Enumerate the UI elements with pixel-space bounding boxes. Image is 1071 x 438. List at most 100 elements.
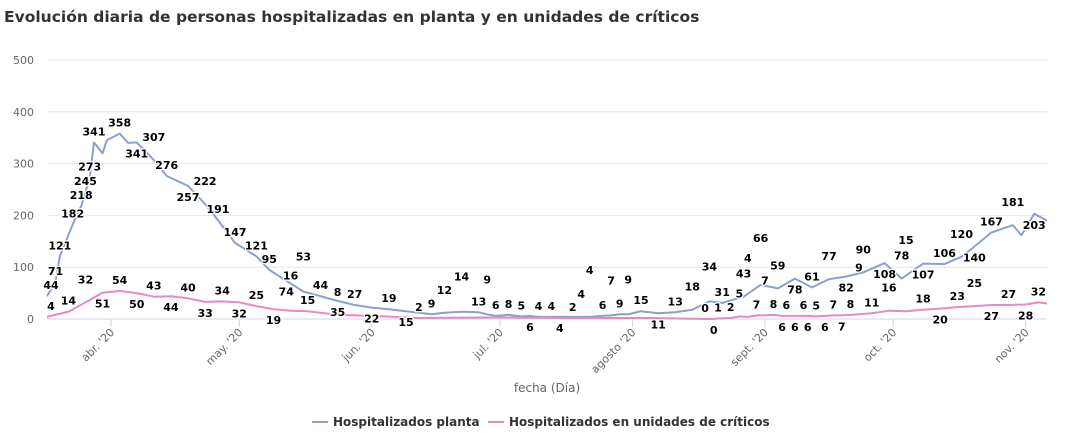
data-label: 78 (894, 250, 909, 263)
data-label: 22 (364, 313, 379, 326)
data-label: 18 (685, 281, 700, 294)
data-label: 43 (146, 280, 161, 293)
data-label: 7 (761, 274, 769, 287)
data-label: 18 (915, 293, 930, 306)
x-tick-label: abr. '20 (79, 326, 117, 364)
data-label: 4 (47, 300, 55, 313)
data-label: 59 (770, 259, 785, 272)
data-label: 4 (547, 300, 555, 313)
data-label: 6 (526, 321, 534, 334)
y-tick-label: 500 (13, 54, 34, 67)
data-label: 95 (262, 253, 277, 266)
data-label: 82 (838, 282, 853, 295)
data-label: 341 (125, 147, 148, 160)
data-label: 14 (61, 295, 77, 308)
series-line-1 (46, 290, 1048, 320)
x-tick-label: may. '20 (203, 326, 245, 368)
data-label: 40 (180, 281, 196, 294)
data-label: 273 (78, 161, 101, 174)
data-label: 5 (518, 299, 526, 312)
data-label: 9 (483, 273, 491, 286)
legend-item: Hospitalizados planta (333, 415, 480, 429)
data-label: 34 (702, 260, 718, 273)
data-label: 28 (1018, 309, 1033, 322)
data-label: 203 (1023, 219, 1046, 232)
data-label: 27 (984, 310, 999, 323)
data-label: 15 (633, 294, 648, 307)
data-label: 222 (194, 175, 217, 188)
data-label: 13 (668, 295, 683, 308)
legend-item: Hospitalizados en unidades de críticos (509, 415, 770, 429)
data-label: 6 (492, 299, 500, 312)
data-label: 6 (782, 299, 790, 312)
data-label: 11 (864, 296, 879, 309)
data-label: 16 (283, 270, 299, 283)
data-label: 31 (715, 286, 730, 299)
data-label: 358 (108, 117, 131, 130)
data-label: 34 (215, 284, 231, 297)
data-label: 0 (701, 302, 709, 315)
data-label: 32 (232, 307, 247, 320)
data-label: 44 (163, 301, 179, 314)
data-label: 13 (471, 295, 486, 308)
x-tick-label: agosto '20 (589, 326, 639, 376)
x-tick-label: oct. '20 (861, 326, 899, 364)
data-label: 43 (736, 268, 751, 281)
y-tick-label: 100 (13, 261, 34, 274)
data-label: 44 (313, 279, 329, 292)
data-label: 71 (48, 265, 63, 278)
data-label: 2 (569, 301, 577, 314)
data-label: 2 (727, 301, 735, 314)
data-label: 19 (381, 292, 396, 305)
data-label: 276 (155, 159, 178, 172)
y-tick-label: 300 (13, 158, 34, 171)
data-label: 15 (898, 234, 913, 247)
data-label: 50 (129, 298, 145, 311)
data-label: 191 (206, 203, 229, 216)
data-label: 6 (804, 321, 812, 334)
data-label: 90 (856, 243, 872, 256)
data-label: 4 (744, 252, 752, 265)
data-label: 27 (1001, 288, 1016, 301)
data-label: 77 (821, 250, 836, 263)
x-tick-label: nov. '20 (992, 326, 1032, 366)
data-label: 61 (804, 270, 819, 283)
data-label: 15 (300, 294, 315, 307)
data-label: 121 (245, 239, 268, 252)
y-tick-label: 200 (13, 209, 34, 222)
data-label: 4 (556, 322, 564, 335)
data-label: 11 (650, 318, 665, 331)
data-label: 16 (881, 282, 897, 295)
data-label: 54 (112, 274, 128, 287)
data-label: 32 (1031, 285, 1046, 298)
data-label: 19 (266, 314, 281, 327)
series-line-0 (46, 132, 1048, 318)
data-label: 9 (428, 297, 436, 310)
data-label: 44 (43, 279, 59, 292)
data-label: 106 (933, 247, 956, 260)
data-label: 6 (599, 299, 607, 312)
data-label: 182 (61, 208, 84, 221)
data-label: 8 (770, 298, 778, 311)
data-label: 108 (873, 268, 896, 281)
data-label: 53 (296, 251, 311, 264)
data-label: 257 (177, 191, 200, 204)
x-axis-title: fecha (Día) (514, 381, 580, 395)
data-label: 32 (78, 273, 93, 286)
data-label: 167 (980, 215, 1003, 228)
data-label: 121 (48, 239, 71, 252)
data-label: 307 (142, 131, 165, 144)
data-label: 341 (83, 125, 106, 138)
data-label: 7 (838, 320, 846, 333)
data-label: 181 (1001, 196, 1024, 209)
data-label: 218 (70, 189, 93, 202)
data-label: 7 (829, 298, 837, 311)
data-label: 9 (616, 297, 624, 310)
data-label: 7 (753, 298, 761, 311)
data-label: 147 (224, 226, 247, 239)
x-tick-label: jul. '20 (470, 326, 506, 362)
data-label: 8 (847, 298, 855, 311)
data-label: 25 (249, 289, 264, 302)
